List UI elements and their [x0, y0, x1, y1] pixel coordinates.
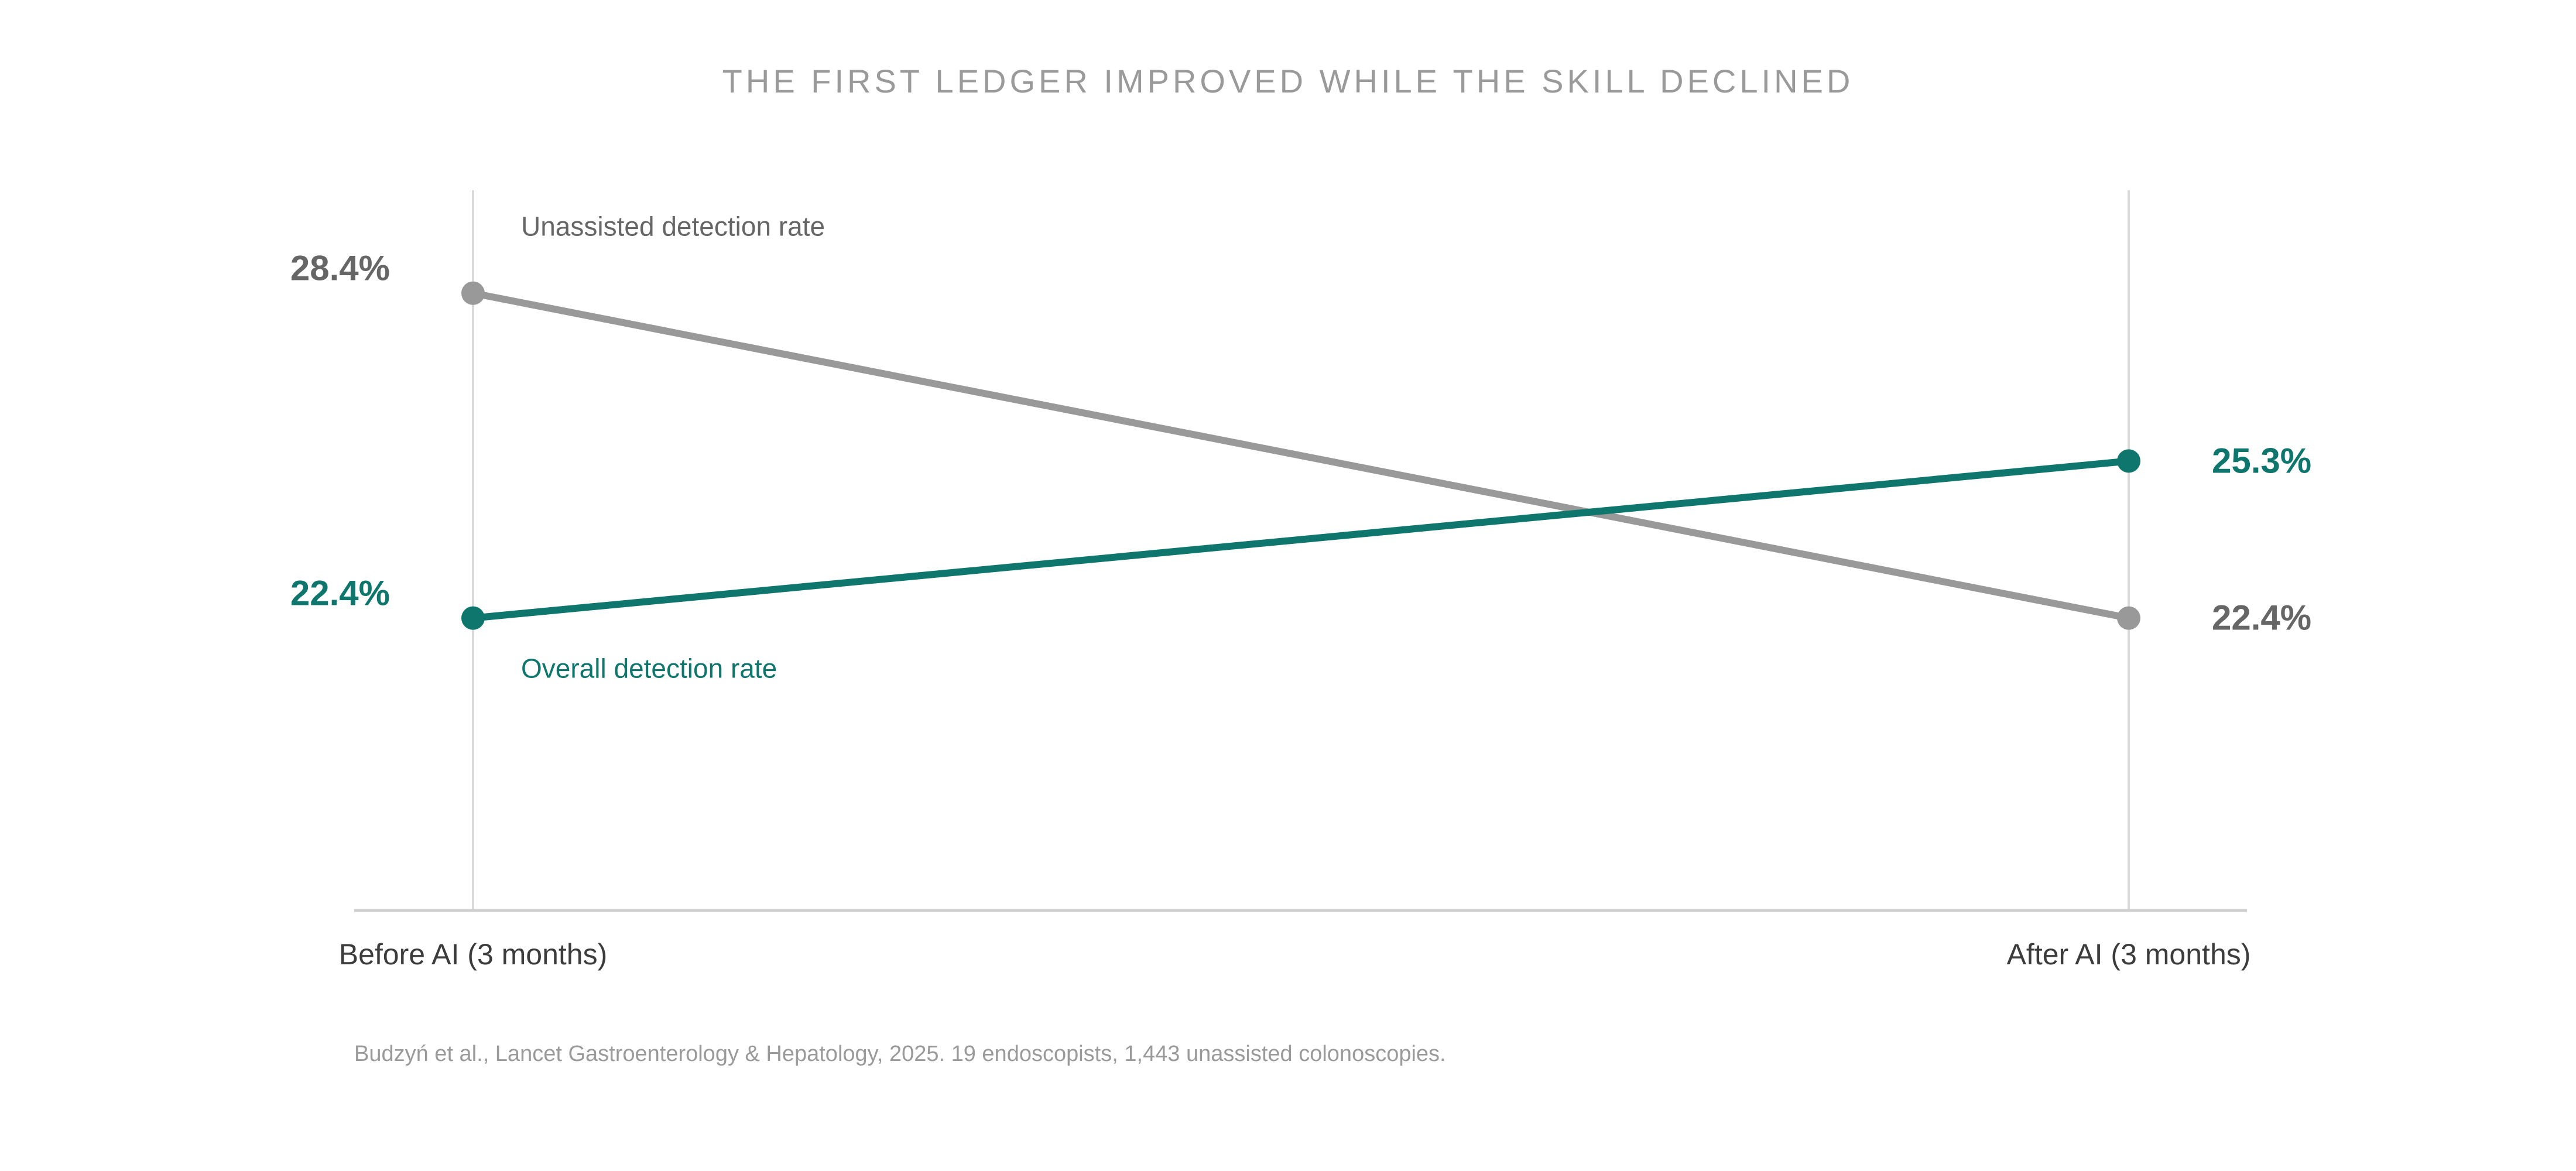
- x-tick-label: Before AI (3 months): [339, 938, 608, 971]
- data-label: 22.4%: [290, 574, 390, 613]
- series-name-label: Overall detection rate: [521, 653, 777, 684]
- chart-title: THE FIRST LEDGER IMPROVED WHILE THE SKIL…: [722, 63, 1854, 100]
- axes: Before AI (3 months) After AI (3 months): [339, 190, 2251, 971]
- x-tick-label: After AI (3 months): [2007, 938, 2251, 971]
- data-point: [2117, 449, 2140, 473]
- data-point: [2117, 606, 2140, 630]
- data-label: 28.4%: [290, 249, 390, 288]
- data-point: [461, 606, 485, 630]
- source-note: Budzyń et al., Lancet Gastroenterology &…: [354, 1042, 1446, 1066]
- data-point: [461, 281, 485, 305]
- data-label: 25.3%: [2212, 441, 2311, 480]
- series-line-1: [470, 289, 2132, 622]
- chart-labels: 28.4% 22.4% Unassisted detection rate 22.4%…: [290, 211, 2311, 684]
- series-name-label: Unassisted detection rate: [521, 211, 825, 242]
- data-label: 22.4%: [2212, 598, 2311, 638]
- chart-marks: [461, 281, 2140, 630]
- series-line-2: [470, 457, 2132, 622]
